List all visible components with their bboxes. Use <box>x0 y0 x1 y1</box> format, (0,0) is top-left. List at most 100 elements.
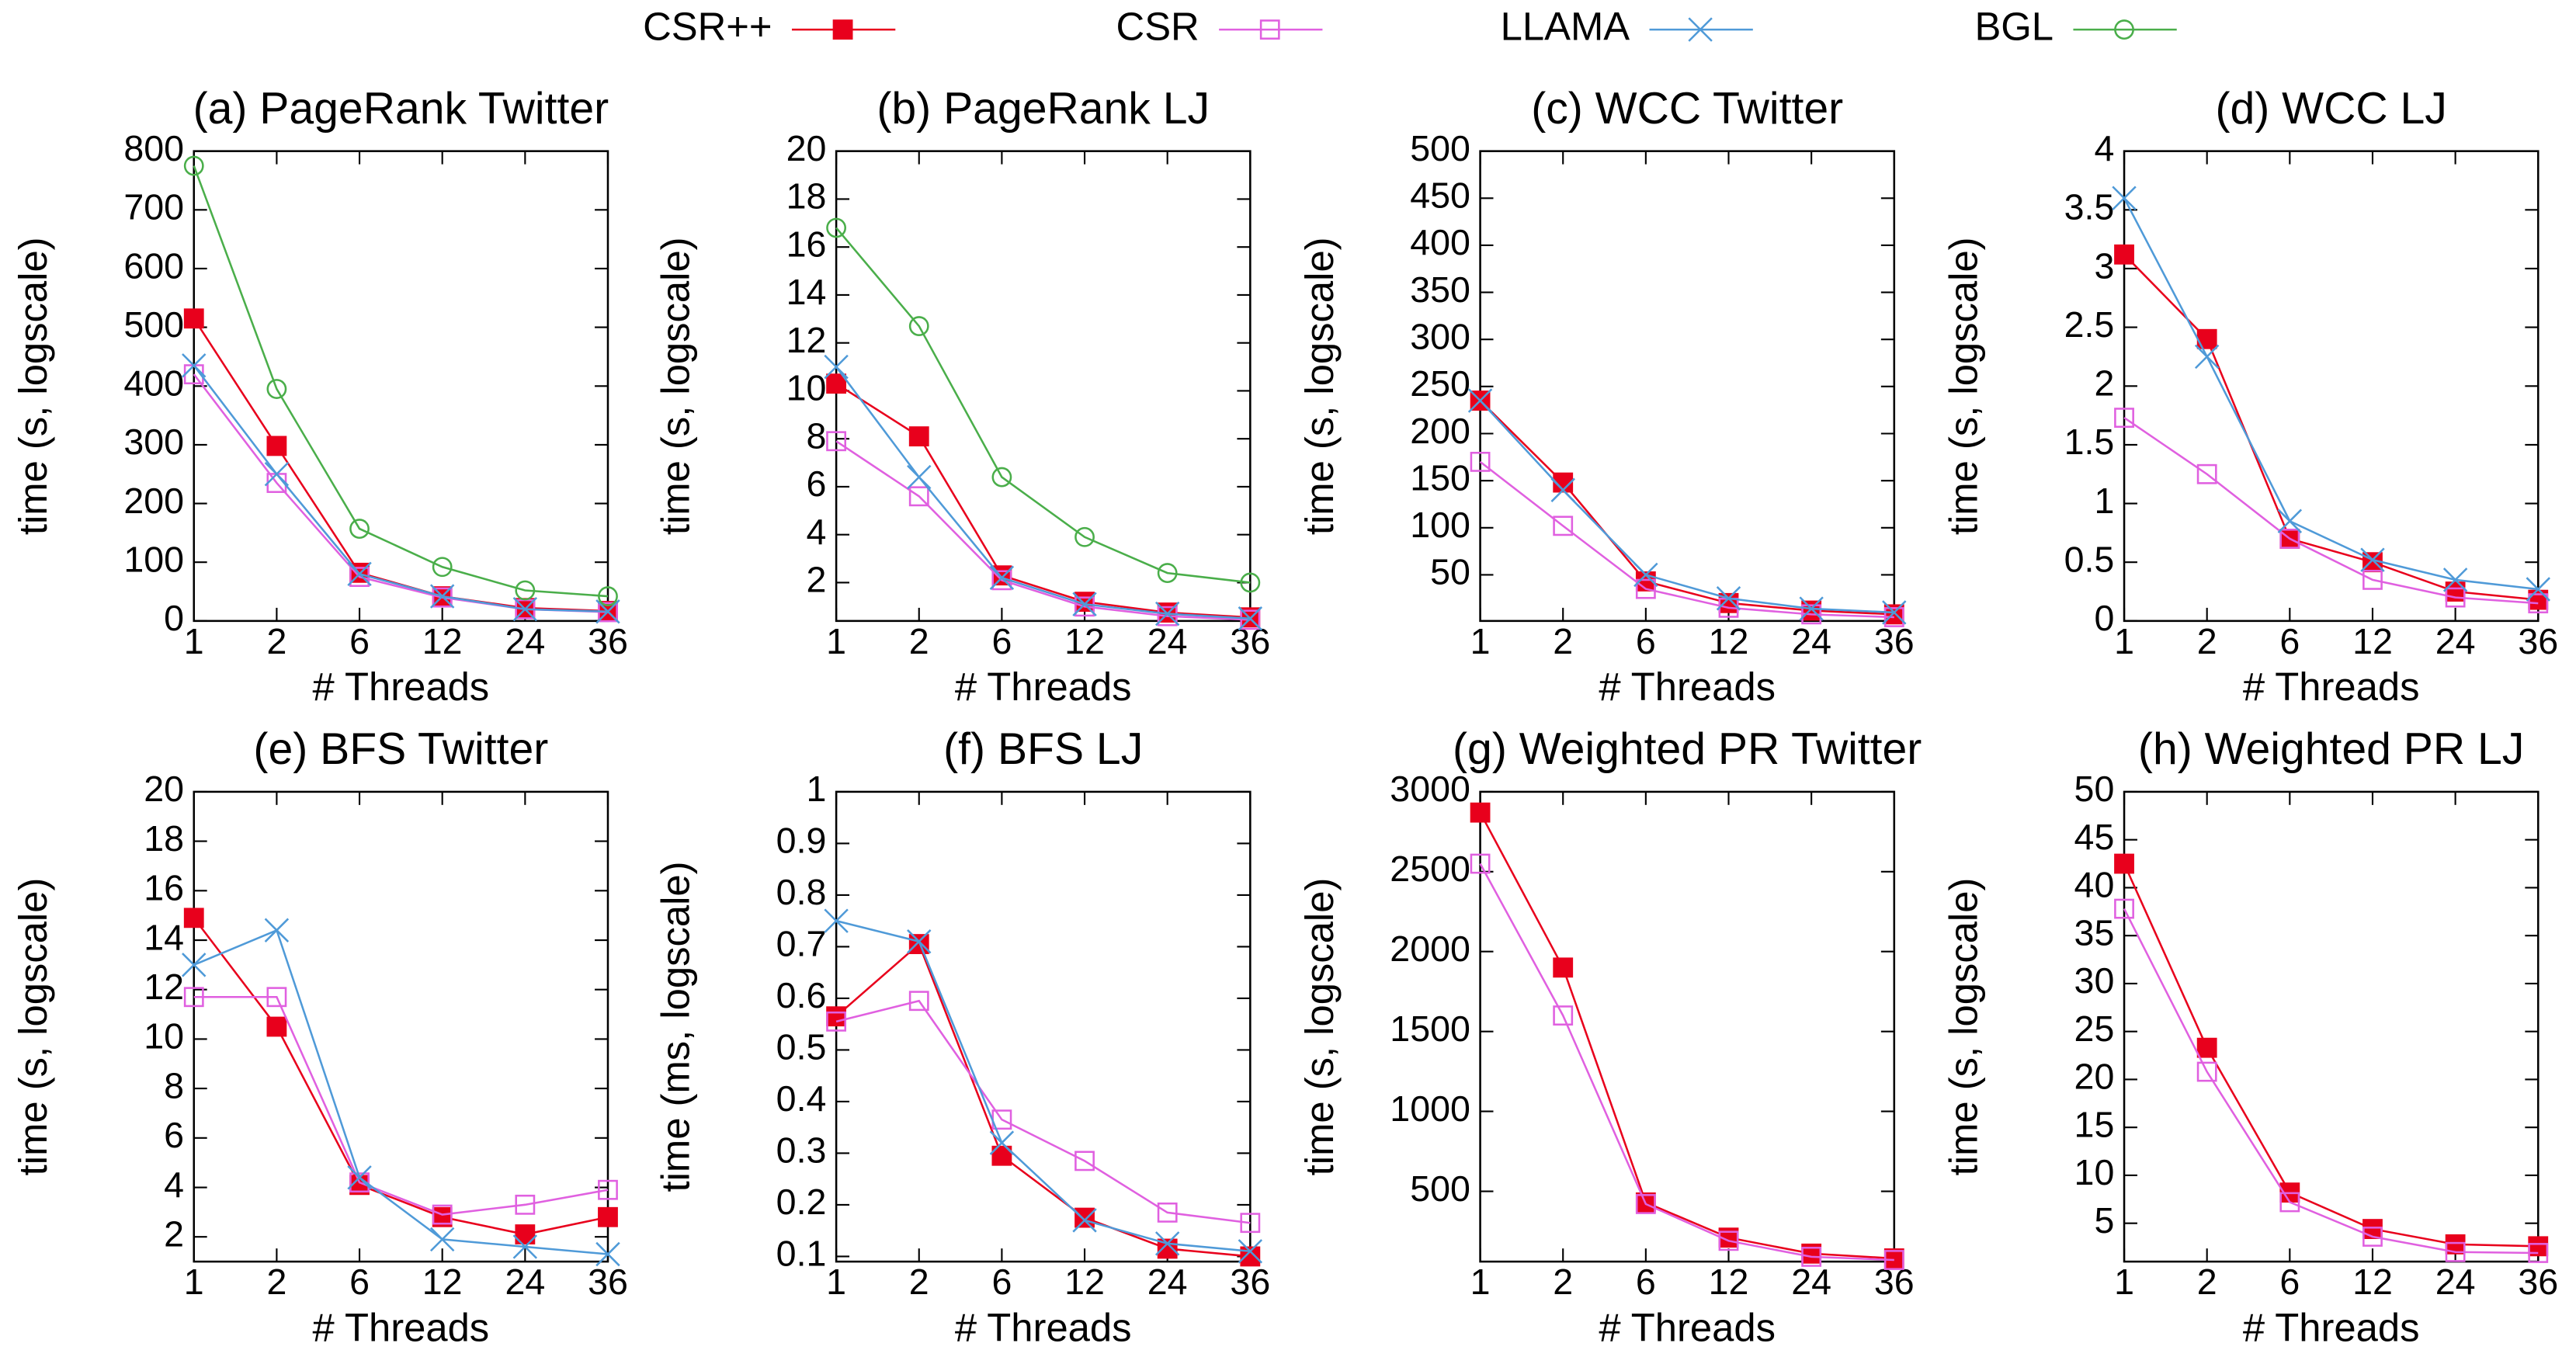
x-axis-title: # Threads <box>2243 1305 2420 1349</box>
data-point <box>183 987 204 1008</box>
series-line <box>835 227 1251 584</box>
plot-frame <box>1479 790 1896 1263</box>
series-line <box>193 917 609 1236</box>
x-tick-label: 6 <box>1636 621 1656 661</box>
y-tick-label: 18 <box>144 818 184 859</box>
x-tick-label: 24 <box>1791 621 1831 661</box>
data-point <box>1240 572 1261 593</box>
x-tick-label: 12 <box>1709 1262 1749 1302</box>
series-line <box>193 373 609 613</box>
data-point <box>824 908 849 933</box>
y-axis-title: time (s, logscale) <box>11 237 55 535</box>
data-point <box>2362 569 2383 590</box>
y-axis-title: time (s, logscale) <box>1941 878 1985 1176</box>
y-tick-label: 300 <box>123 422 184 462</box>
x-tick-label: 36 <box>588 1262 628 1302</box>
y-tick-label: 4 <box>164 1164 184 1205</box>
chart-title: (c) WCC Twitter <box>1531 84 1843 134</box>
x-tick-label: 2 <box>1553 1262 1573 1302</box>
data-point <box>1470 802 1491 823</box>
data-point <box>2114 853 2134 874</box>
x-tick-label: 2 <box>2197 621 2217 661</box>
x-tick-label: 36 <box>1230 1262 1270 1302</box>
series-line <box>193 928 609 1255</box>
data-point <box>1157 563 1178 583</box>
x-tick-label: 36 <box>1230 621 1270 661</box>
legend-label: BGL <box>1974 4 2054 48</box>
y-tick-label: 1000 <box>1390 1088 1470 1129</box>
data-point <box>826 373 847 394</box>
data-point <box>429 1227 455 1252</box>
y-tick-label: 4 <box>807 512 827 552</box>
data-point <box>2194 344 2220 370</box>
plot-frame <box>835 790 1252 1263</box>
y-tick-label: 0.5 <box>2064 539 2115 579</box>
data-point <box>1716 586 1741 611</box>
data-point <box>2526 577 2550 602</box>
data-point <box>598 1179 618 1200</box>
y-tick-label: 200 <box>123 481 184 521</box>
y-tick-label: 700 <box>123 187 184 227</box>
y-tick-label: 500 <box>1410 1168 1470 1209</box>
data-point <box>512 1234 538 1259</box>
x-axis-title: # Threads <box>1599 665 1776 709</box>
y-tick-label: 0.4 <box>776 1078 827 1119</box>
data-point <box>512 597 538 622</box>
data-point <box>1718 1230 1739 1251</box>
x-axis-title: # Threads <box>955 1305 1132 1349</box>
y-axis-title: time (s, logscale) <box>653 237 697 535</box>
legend-marker <box>1259 19 1280 40</box>
legend-marker <box>2114 19 2134 40</box>
x-tick-label: 1 <box>184 621 204 661</box>
data-point <box>264 462 290 487</box>
y-tick-label: 100 <box>123 539 184 579</box>
y-tick-label: 1 <box>807 769 827 809</box>
x-tick-label: 1 <box>2114 621 2134 661</box>
data-point <box>2196 463 2217 484</box>
data-point <box>1240 1246 1261 1267</box>
plot-frame <box>2123 150 2540 623</box>
series-line <box>193 365 609 613</box>
x-axis-title: # Threads <box>955 665 1132 709</box>
y-tick-label: 150 <box>1410 457 1470 498</box>
series-line <box>2123 253 2539 601</box>
data-point <box>595 1241 620 1267</box>
x-tick-label: 6 <box>2279 1262 2300 1302</box>
x-tick-label: 36 <box>588 621 628 661</box>
data-point <box>1635 1194 1656 1214</box>
y-tick-label: 25 <box>2074 1008 2115 1049</box>
y-tick-label: 5 <box>2094 1200 2114 1241</box>
data-point <box>908 316 929 336</box>
data-point <box>1074 596 1095 617</box>
series-line <box>835 440 1251 621</box>
data-point <box>2279 1192 2300 1213</box>
data-point <box>824 354 849 380</box>
y-tick-label: 10 <box>2074 1152 2115 1192</box>
legend-marker <box>832 19 853 40</box>
y-tick-label: 0 <box>2094 598 2114 638</box>
data-point <box>2112 186 2137 210</box>
chart-title: (d) WCC LJ <box>2215 84 2446 134</box>
data-point <box>826 1006 847 1027</box>
data-point <box>989 1130 1015 1155</box>
data-point <box>598 1206 618 1227</box>
data-point <box>1553 472 1574 493</box>
x-tick-label: 6 <box>2279 621 2300 661</box>
data-point <box>1553 515 1574 536</box>
x-tick-label: 12 <box>1064 621 1105 661</box>
x-tick-label: 2 <box>266 621 286 661</box>
y-tick-label: 20 <box>2074 1057 2115 1097</box>
series-line <box>2123 197 2539 591</box>
legend-label: CSR <box>1116 4 1199 48</box>
y-tick-label: 3 <box>2094 245 2114 286</box>
data-point <box>1635 578 1656 599</box>
data-point <box>183 155 204 176</box>
data-point <box>991 467 1012 488</box>
x-tick-label: 24 <box>1147 621 1188 661</box>
x-tick-label: 1 <box>826 621 846 661</box>
data-point <box>1801 1246 1822 1267</box>
x-tick-label: 12 <box>1709 621 1749 661</box>
y-tick-label: 600 <box>123 245 184 286</box>
x-tick-label: 1 <box>2114 1262 2134 1302</box>
data-point <box>266 379 287 399</box>
